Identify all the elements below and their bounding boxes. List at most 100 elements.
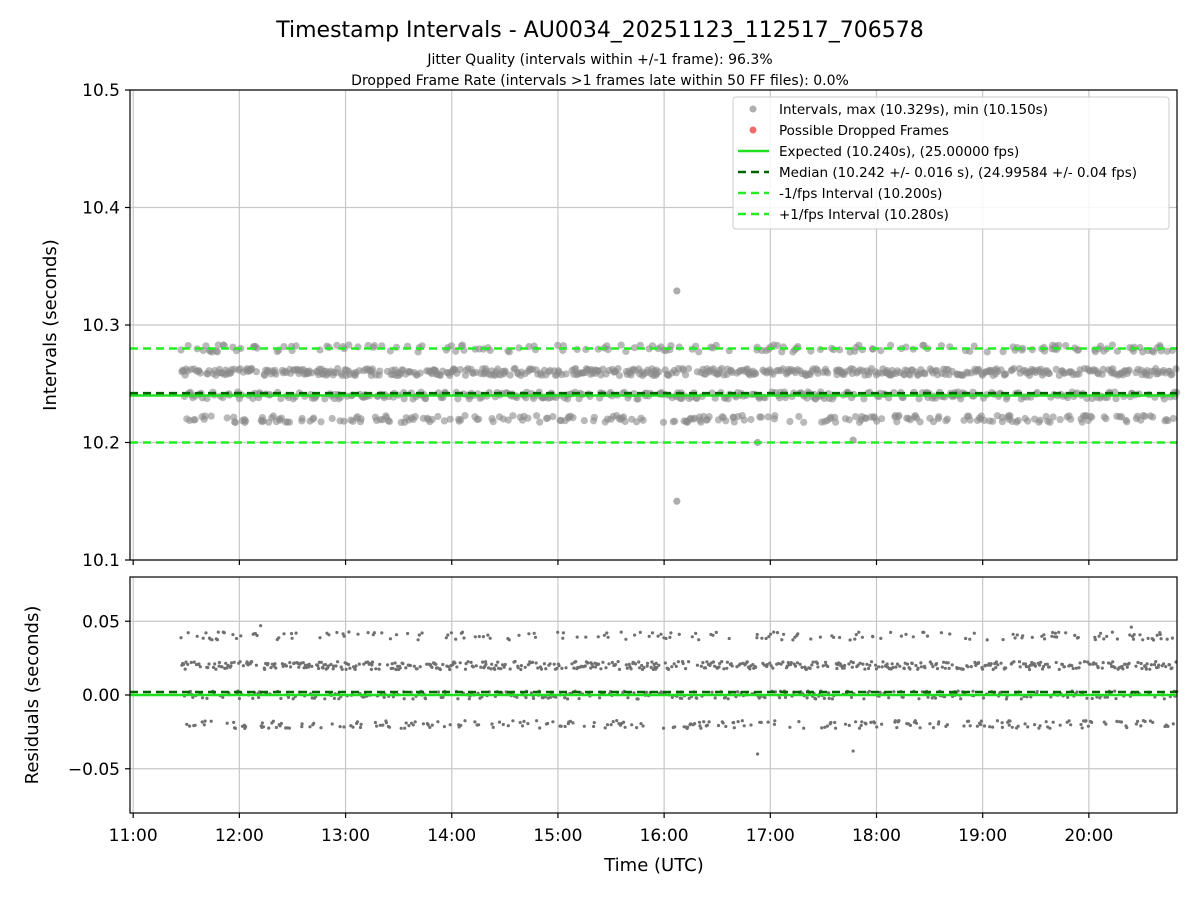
residual-point	[481, 660, 485, 664]
residual-point	[699, 726, 703, 730]
residual-point	[274, 666, 278, 670]
interval-outlier-point	[673, 497, 681, 505]
interval-point	[795, 412, 803, 421]
residual-point	[654, 661, 658, 666]
legend-label-dropped: Possible Dropped Frames	[779, 123, 949, 139]
residual-point	[751, 663, 755, 667]
residual-point	[904, 632, 908, 637]
residual-point	[1115, 719, 1119, 724]
residual-point	[609, 723, 613, 727]
residual-point	[1101, 661, 1105, 665]
residual-point	[762, 663, 767, 667]
residual-point	[887, 696, 891, 700]
residual-point	[232, 720, 236, 725]
residual-point	[769, 664, 773, 668]
residual-point	[822, 696, 827, 701]
residual-point	[568, 719, 573, 723]
residual-point	[879, 636, 883, 641]
residual-point	[563, 696, 567, 700]
residual-point	[940, 665, 944, 669]
residual-point	[260, 721, 264, 725]
residual-point	[962, 724, 966, 728]
interval-point	[685, 365, 693, 373]
x-axis-label: Time (UTC)	[603, 855, 704, 876]
interval-point	[333, 341, 341, 349]
residual-outlier-point	[259, 624, 263, 628]
residual-point	[348, 666, 352, 670]
interval-point	[370, 342, 378, 350]
residual-point	[895, 726, 899, 730]
residual-point	[481, 635, 485, 639]
residual-point	[582, 724, 586, 728]
residual-point	[629, 667, 633, 671]
residual-point	[210, 638, 214, 642]
residual-point	[1045, 662, 1049, 666]
residual-point	[186, 631, 190, 635]
residual-point	[674, 664, 678, 669]
residual-point	[910, 661, 914, 666]
residual-point	[966, 665, 970, 669]
residual-point	[538, 726, 542, 730]
residual-point	[983, 663, 988, 668]
interval-point	[201, 412, 209, 420]
residual-point	[289, 632, 294, 636]
residual-point	[979, 723, 983, 727]
interval-point	[368, 365, 377, 373]
residual-point	[297, 665, 301, 669]
interval-point	[943, 415, 952, 423]
residual-point	[865, 662, 869, 666]
residual-point	[1066, 695, 1070, 700]
residual-point	[282, 632, 286, 636]
residual-point	[460, 630, 465, 634]
residual-point	[555, 666, 559, 671]
residual-point	[975, 724, 980, 728]
residual-point	[661, 726, 666, 730]
residual-point	[994, 666, 998, 670]
residual-point	[467, 697, 471, 701]
residual-point	[1162, 697, 1166, 701]
residual-point	[366, 631, 370, 635]
residual-point	[319, 726, 323, 730]
residual-point	[1073, 633, 1077, 638]
residual-point	[926, 695, 930, 699]
interval-point	[636, 341, 644, 349]
interval-point	[1036, 416, 1044, 424]
residual-point	[1134, 664, 1138, 668]
residual-point	[853, 637, 857, 641]
residual-point	[721, 721, 725, 725]
residual-point	[782, 632, 786, 636]
residual-point	[312, 721, 316, 726]
residual-point	[755, 636, 759, 640]
residual-point	[961, 667, 965, 671]
residual-point	[1110, 630, 1114, 634]
residual-point	[408, 663, 412, 668]
residual-point	[947, 666, 951, 671]
residual-point	[418, 665, 422, 669]
residual-point	[394, 667, 398, 672]
residual-point	[477, 723, 481, 727]
residual-point	[773, 719, 777, 723]
residual-point	[552, 662, 556, 666]
residual-point	[991, 725, 995, 729]
residual-point	[390, 662, 394, 666]
residual-point	[860, 635, 865, 639]
residual-point	[463, 667, 468, 671]
residual-point	[922, 630, 926, 635]
residual-point	[279, 696, 283, 701]
residual-point	[442, 725, 446, 729]
residual-point	[640, 663, 644, 668]
residual-point	[459, 723, 463, 728]
intervals-reference-lines	[130, 347, 1177, 444]
residual-point	[1123, 662, 1127, 666]
interval-point	[504, 416, 512, 424]
residual-point	[332, 696, 336, 701]
interval-point	[562, 370, 570, 378]
residual-point	[491, 725, 495, 730]
interval-point	[915, 395, 923, 403]
residuals-x-ticks: 11:00 12:00 13:00 14:00 15:00 16:00 17:00 18:00…	[109, 813, 1113, 846]
residual-point	[1146, 636, 1150, 641]
residual-point	[308, 725, 312, 729]
residual-point	[857, 726, 862, 730]
x-tick-label: 14:00	[427, 826, 476, 846]
residual-point	[561, 636, 565, 640]
